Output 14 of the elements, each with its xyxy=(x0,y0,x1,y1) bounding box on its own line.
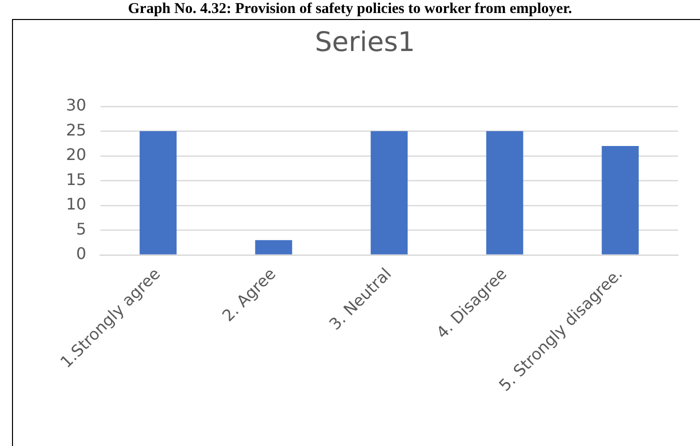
bar xyxy=(140,131,177,254)
bar xyxy=(602,146,639,254)
y-tick-label: 30 xyxy=(66,96,86,115)
bar xyxy=(255,240,292,254)
chart-title: Series1 xyxy=(314,27,416,58)
y-tick-label: 20 xyxy=(66,145,86,164)
y-tick-label: 10 xyxy=(66,194,86,214)
y-tick-label: 5 xyxy=(76,219,86,238)
y-tick-label: 25 xyxy=(66,120,86,140)
y-tick-label: 15 xyxy=(66,170,86,189)
bar xyxy=(486,131,524,254)
y-tick-label: 0 xyxy=(76,244,86,264)
bar xyxy=(370,131,408,254)
text: Graph No. 4.32: Provision of safety policies to worker from employer. xyxy=(128,0,572,18)
